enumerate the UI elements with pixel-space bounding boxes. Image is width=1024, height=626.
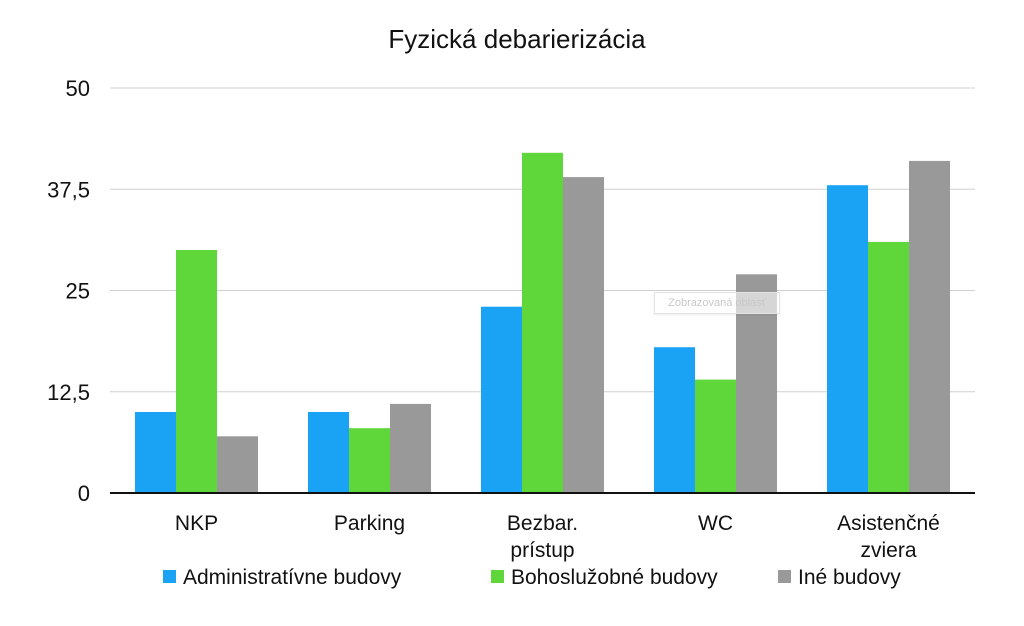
y-tick-label: 12,5 [47,380,90,405]
y-tick-label: 37,5 [47,177,90,202]
y-tick-label: 50 [66,76,90,101]
bar-1 [695,379,736,493]
bar-1 [522,152,563,494]
x-tick-label: Parking [334,512,405,535]
bar-2 [217,436,258,493]
bar-0 [654,347,695,493]
bar-0 [308,412,349,493]
chart-title: Fyzická debarierizácia [388,24,646,54]
legend-label: Administratívne budovy [183,566,402,589]
legend-swatch [163,570,176,583]
bar-1 [176,250,217,493]
y-tick-label: 0 [78,481,90,506]
bar-0 [827,185,868,493]
legend-label: Iné budovy [798,566,901,589]
bar-0 [481,306,522,493]
y-tick-label: 25 [66,279,90,304]
bar-2 [563,177,604,493]
x-tick-label: NKP [175,512,218,535]
bar-2 [909,160,950,493]
x-tick-label: Bezbar. [507,512,578,535]
x-tick-label: WC [698,512,733,535]
x-tick-label: Asistenčné [837,512,940,535]
bar-0 [135,412,176,493]
bar-1 [349,428,390,493]
legend-swatch [491,570,504,583]
legend-swatch [778,570,791,583]
legend-label: Bohoslužobné budovy [511,566,718,589]
bar-2 [390,403,431,493]
x-tick-label: zviera [860,539,916,562]
tooltip: Zobrazovaná oblasť [654,292,780,314]
x-tick-label: prístup [510,539,574,562]
bar-1 [868,241,909,493]
